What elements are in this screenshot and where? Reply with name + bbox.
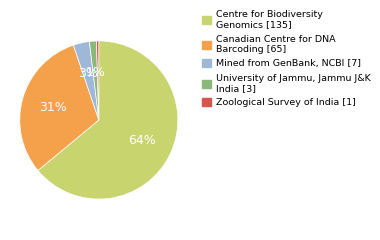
Text: 3%: 3% bbox=[78, 67, 98, 80]
Text: 31%: 31% bbox=[39, 101, 67, 114]
Wedge shape bbox=[73, 42, 99, 120]
Text: 1%: 1% bbox=[86, 66, 105, 79]
Wedge shape bbox=[97, 41, 99, 120]
Wedge shape bbox=[20, 45, 99, 170]
Text: 64%: 64% bbox=[128, 134, 155, 147]
Wedge shape bbox=[38, 41, 178, 199]
Legend: Centre for Biodiversity
Genomics [135], Canadian Centre for DNA
Barcoding [65], : Centre for Biodiversity Genomics [135], … bbox=[202, 10, 370, 108]
Wedge shape bbox=[89, 41, 99, 120]
